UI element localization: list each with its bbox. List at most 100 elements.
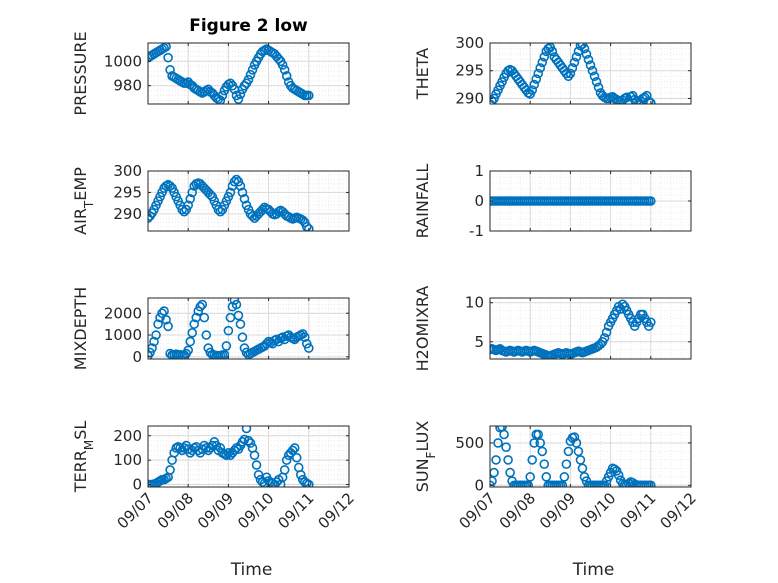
x-tick-label: 09/10 <box>576 489 619 532</box>
data-point <box>537 446 548 457</box>
y-tick-label: 980 <box>113 77 142 95</box>
data-point <box>495 426 505 433</box>
data-point <box>559 472 570 482</box>
data-point <box>533 429 544 440</box>
subplot-sun-flux: 0 500 SUNFLUX 09/0709/0809/0909/1009/1109/1… <box>413 421 700 580</box>
data-point <box>223 325 234 336</box>
data-point <box>295 469 306 480</box>
data-point <box>281 71 292 81</box>
y-tick-label: 1 <box>474 162 484 180</box>
y-tick-label: 300 <box>113 162 142 180</box>
data-point <box>581 49 592 59</box>
data-point <box>645 317 656 328</box>
data-point <box>503 455 513 465</box>
data-point <box>529 79 540 90</box>
data-point <box>239 194 250 204</box>
subplot-theta: 290 295 300 THETA <box>413 34 692 107</box>
data-point <box>235 319 246 329</box>
data-point <box>201 330 212 340</box>
data-point <box>183 200 193 211</box>
data-point <box>523 480 533 487</box>
data-markers <box>490 196 656 206</box>
data-point <box>541 472 552 482</box>
data-point <box>491 455 501 465</box>
data-point <box>277 60 288 70</box>
data-point <box>287 445 298 456</box>
data-markers <box>490 426 656 487</box>
data-point <box>499 429 509 440</box>
data-markers <box>490 43 656 104</box>
data-point <box>527 455 538 465</box>
data-point <box>221 341 232 351</box>
axes-box <box>147 297 350 360</box>
data-point <box>539 52 550 62</box>
y-axis-label: AIRTEMP <box>71 167 96 235</box>
data-point <box>593 82 604 93</box>
subplot-air-temp: 290 295 300 AIRTEMP <box>71 162 350 235</box>
data-point <box>527 85 538 95</box>
subplot-terr-msl: 0 100 200 TERRMSL 09/0709/0809/0909/1009/110… <box>71 421 358 580</box>
data-point <box>569 57 580 68</box>
data-markers <box>148 174 314 231</box>
data-point <box>535 63 546 73</box>
data-point <box>149 336 159 347</box>
data-point <box>245 438 256 448</box>
data-point <box>565 68 576 79</box>
data-point <box>303 90 314 101</box>
data-point <box>291 452 302 463</box>
data-point <box>289 443 300 453</box>
data-point <box>165 65 175 75</box>
data-point <box>497 77 507 87</box>
y-tick-label: 295 <box>113 183 142 201</box>
data-point <box>569 432 580 442</box>
data-point <box>613 470 624 480</box>
subplot-pressure: 980 1000 PRESSURE <box>71 31 350 116</box>
data-point <box>589 71 600 82</box>
data-point <box>505 467 515 478</box>
data-point <box>243 74 254 85</box>
x-tick-label: 09/11 <box>274 489 317 532</box>
data-point <box>148 213 153 223</box>
x-tick-label: 09/07 <box>456 489 499 532</box>
data-point <box>583 54 594 65</box>
x-axis-label: Time <box>230 560 273 580</box>
data-point <box>281 455 292 465</box>
data-point <box>229 445 240 456</box>
data-point <box>571 52 582 62</box>
axes-box <box>489 42 692 105</box>
y-tick-label: 295 <box>455 62 484 80</box>
data-point <box>241 426 252 434</box>
data-point <box>233 94 244 104</box>
data-point <box>599 333 610 343</box>
data-point <box>304 224 314 231</box>
y-axis-label: THETA <box>413 48 432 100</box>
y-axis-label: PRESSURE <box>71 31 90 115</box>
data-point <box>601 327 612 338</box>
data-point <box>575 455 586 465</box>
data-point <box>247 65 258 75</box>
data-point <box>189 319 200 329</box>
data-point <box>195 301 206 312</box>
x-axis-label: Time <box>572 560 615 580</box>
data-markers <box>148 43 314 104</box>
x-tick-label: 09/11 <box>616 489 659 532</box>
data-point <box>237 187 248 198</box>
data-point <box>247 211 258 221</box>
data-point <box>237 332 248 343</box>
y-axis-label: H2OMIXRA <box>413 286 432 372</box>
data-point <box>215 95 226 104</box>
data-point <box>645 196 656 206</box>
data-point <box>299 332 310 343</box>
x-tick-label: 09/08 <box>154 489 197 532</box>
data-point <box>249 450 260 461</box>
axes-box <box>489 425 692 488</box>
y-tick-label: 200 <box>113 427 142 445</box>
data-point <box>577 463 588 474</box>
y-axis-label: SUNFLUX <box>413 421 438 493</box>
data-point <box>279 65 290 75</box>
axes-box <box>147 170 350 232</box>
data-point <box>243 435 254 446</box>
data-point <box>185 194 196 204</box>
data-point <box>531 74 542 84</box>
data-point <box>529 438 540 448</box>
